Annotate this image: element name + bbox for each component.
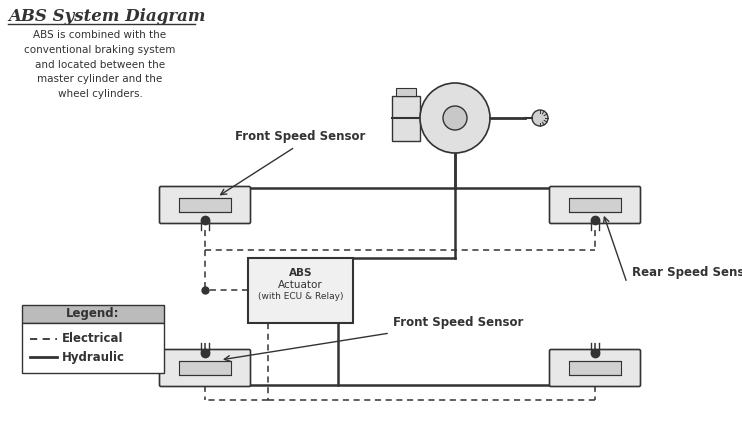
Circle shape [532, 110, 548, 126]
Text: Rear Speed Sensors: Rear Speed Sensors [632, 266, 742, 279]
Bar [248, 258, 353, 323]
Bar [392, 96, 420, 140]
Text: Legend:: Legend: [66, 308, 119, 321]
Bar [569, 198, 621, 212]
Text: ABS System Diagram: ABS System Diagram [8, 8, 206, 25]
Bar [179, 198, 231, 212]
FancyBboxPatch shape [160, 349, 251, 387]
FancyBboxPatch shape [160, 187, 251, 223]
Bar [569, 361, 621, 375]
Text: Hydraulic: Hydraulic [62, 351, 125, 363]
Bar [22, 305, 164, 323]
Text: Front Speed Sensor: Front Speed Sensor [234, 130, 365, 143]
Text: Electrical: Electrical [62, 332, 123, 346]
Text: ABS is combined with the
conventional braking system
and located between the
mas: ABS is combined with the conventional br… [24, 30, 176, 99]
Circle shape [420, 83, 490, 153]
Text: ABS: ABS [289, 268, 312, 278]
Text: Front Speed Sensor: Front Speed Sensor [393, 316, 523, 329]
Bar [22, 323, 164, 373]
Circle shape [443, 106, 467, 130]
Bar [396, 88, 416, 96]
Text: (with ECU & Relay): (with ECU & Relay) [257, 292, 344, 301]
Bar [179, 361, 231, 375]
FancyBboxPatch shape [550, 187, 640, 223]
FancyBboxPatch shape [550, 349, 640, 387]
Text: Actuator: Actuator [278, 280, 323, 290]
